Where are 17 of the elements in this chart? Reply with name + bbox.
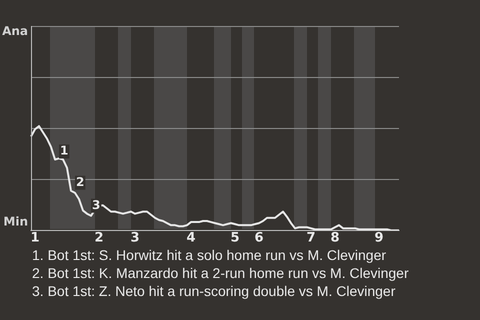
x-tick-label: 6 bbox=[254, 230, 264, 246]
x-tick-label: 7 bbox=[306, 230, 316, 246]
x-tick-label: 2 bbox=[94, 230, 104, 246]
x-tick-label: 9 bbox=[374, 230, 384, 246]
annotation: 1 bbox=[60, 144, 68, 158]
text: 2. Bot 1st: K. Manzardo hit a 2-run home run vs M. Clevinger bbox=[32, 264, 410, 282]
text: 1. Bot 1st: S. Horwitz hit a solo home run vs M. Clevinger bbox=[32, 246, 388, 264]
x-tick-label: 1 bbox=[30, 230, 40, 246]
x-tick-label: 4 bbox=[186, 230, 196, 246]
x-tick-label: 3 bbox=[130, 230, 140, 246]
text: Ana bbox=[2, 24, 28, 38]
annotation: 2 bbox=[76, 174, 84, 189]
text: Min bbox=[3, 214, 28, 229]
text: 3. Bot 1st: Z. Neto hit a run-scoring double vs M. Clevinger bbox=[32, 282, 396, 300]
x-tick-label: 5 bbox=[230, 230, 240, 246]
annotation: 3 bbox=[92, 198, 100, 212]
x-tick-label: 8 bbox=[330, 230, 340, 246]
